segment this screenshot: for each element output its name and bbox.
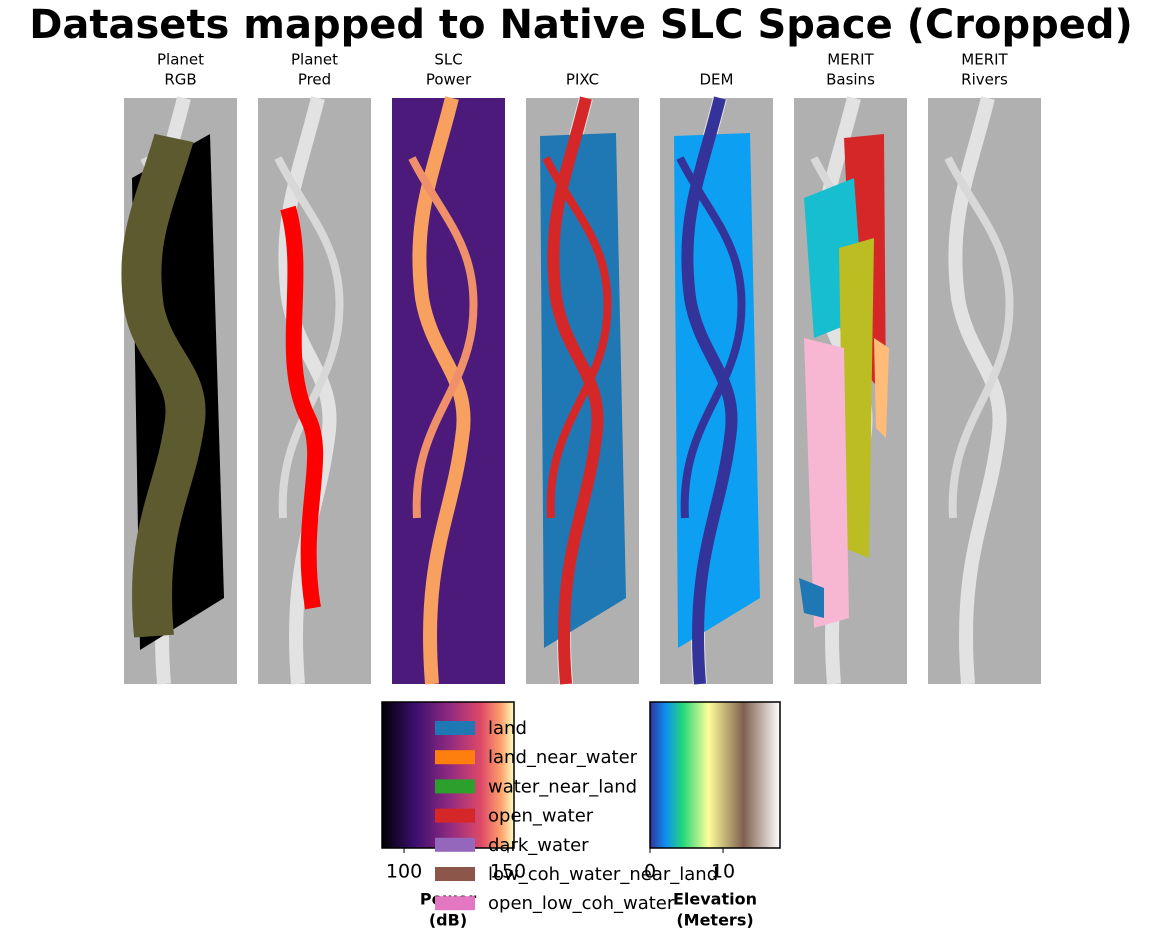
legend-label: dark_water <box>488 835 589 856</box>
overlay-detail <box>542 156 612 519</box>
panel-image <box>794 96 907 685</box>
colorbar <box>649 701 781 849</box>
panel-image <box>526 96 639 685</box>
panel-label: RGB <box>164 71 196 89</box>
colorbar-label: Elevation <box>673 890 757 909</box>
overlay <box>799 578 824 618</box>
legend-label: open_water <box>488 806 594 827</box>
legend-label: land <box>488 718 527 739</box>
panel-label: Rivers <box>961 71 1008 89</box>
overlay <box>874 338 889 438</box>
panel-label: Pred <box>298 71 331 89</box>
colorbar-label: (Meters) <box>676 911 753 930</box>
panel-image <box>392 96 505 685</box>
panel-label: SLC <box>434 51 462 69</box>
panel-label: PIXC <box>566 71 599 89</box>
overlay-detail <box>121 133 206 638</box>
panel-label: Planet <box>157 51 204 69</box>
legend-swatch <box>435 721 475 735</box>
legend-swatch <box>435 779 475 794</box>
tick-label: 100 <box>386 861 422 883</box>
figure-title: Datasets mapped to Native SLC Space (Cro… <box>29 2 1133 48</box>
tick-label: 10 <box>711 861 735 883</box>
tick-label: 0 <box>644 861 656 883</box>
river <box>408 156 478 519</box>
river <box>274 156 344 519</box>
panel-image <box>258 96 371 685</box>
overlay <box>280 205 324 610</box>
overlay <box>804 338 849 628</box>
panel-label: Planet <box>291 51 338 69</box>
legend-swatch <box>435 750 475 765</box>
river <box>944 156 1014 519</box>
colorbar-label: (dB) <box>429 911 467 930</box>
overlay-detail <box>676 156 746 519</box>
tick-label: 150 <box>490 861 526 883</box>
panel-label: Basins <box>826 71 875 89</box>
overlay <box>839 238 874 558</box>
legend-swatch <box>435 837 475 852</box>
panel-image <box>660 96 773 685</box>
legend-swatch <box>435 867 475 881</box>
legend-label: water_near_land <box>488 776 637 797</box>
legend-label: open_low_coh_water <box>488 893 675 914</box>
legend-swatch <box>435 896 475 911</box>
legend-label: land_near_water <box>488 747 638 768</box>
panel-label: Power <box>426 71 472 89</box>
legend-label: low_coh_water_near_land <box>488 864 718 885</box>
legend-swatch <box>435 808 475 823</box>
panel-label: MERIT <box>961 51 1008 69</box>
panel-image <box>121 96 237 685</box>
panel-image <box>928 96 1041 685</box>
panel-label: DEM <box>700 71 734 89</box>
panel-label: MERIT <box>827 51 874 69</box>
